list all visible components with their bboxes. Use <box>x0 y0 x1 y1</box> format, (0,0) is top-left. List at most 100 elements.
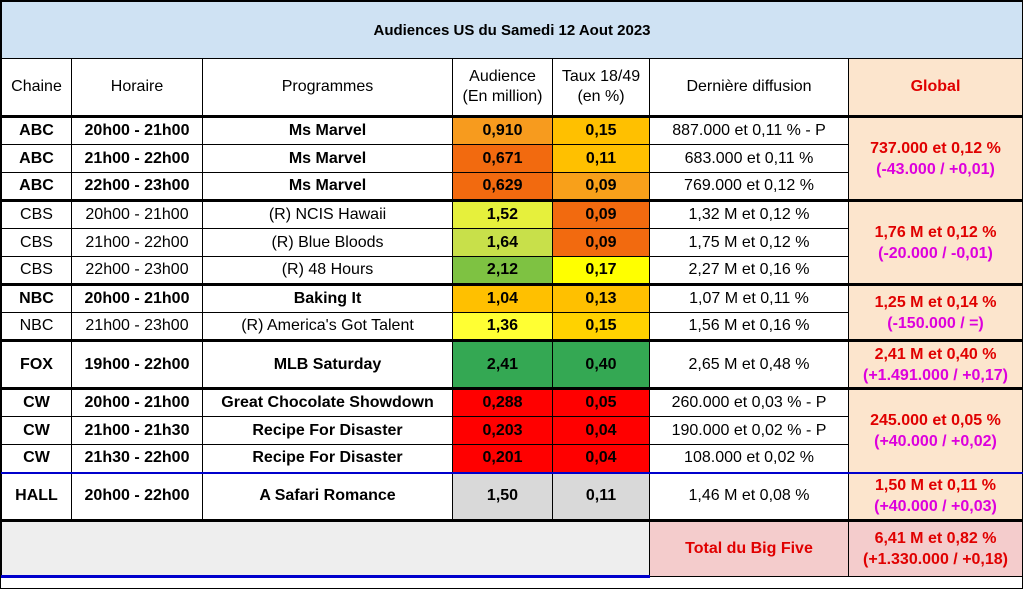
cell-audience: 0,203 <box>452 416 553 445</box>
total-value: 6,41 M et 0,82 % (+1.330.000 / +0,18) <box>848 519 1023 577</box>
cell-horaire: 22h00 - 23h00 <box>71 256 203 285</box>
cell-audience: 0,288 <box>452 387 553 417</box>
cell-programme: (R) America's Got Talent <box>202 312 453 341</box>
table-row: CW 21h30 - 22h00 Recipe For Disaster 0,201 0… <box>1 444 1023 473</box>
cell-audience: 2,41 <box>452 339 553 389</box>
cell-audience: 1,36 <box>452 312 553 341</box>
header-audience: Audience (En million) <box>452 58 553 117</box>
cell-chaine: CW <box>1 387 72 417</box>
cell-derniere-diffusion: 1,46 M et 0,08 % <box>649 471 849 521</box>
global-diff: (-20.000 / -0,01) <box>878 244 993 262</box>
table-row: FOX 19h00 - 22h00 MLB Saturday 2,41 0,40 2,65… <box>1 339 1023 389</box>
cell-derniere-diffusion: 683.000 et 0,11 % <box>649 144 849 173</box>
cell-horaire: 21h00 - 21h30 <box>71 416 203 445</box>
table-title: Audiences US du Samedi 12 Aout 2023 <box>1 1 1023 59</box>
cell-derniere-diffusion: 1,75 M et 0,12 % <box>649 228 849 257</box>
cell-audience: 1,52 <box>452 199 553 229</box>
cell-horaire: 21h00 - 22h00 <box>71 228 203 257</box>
cell-global-nbc: 1,25 M et 0,14 % (-150.000 / =) <box>848 283 1023 341</box>
cell-taux: 0,04 <box>552 444 650 473</box>
cell-programme: Recipe For Disaster <box>202 416 453 445</box>
cell-taux: 0,40 <box>552 339 650 389</box>
cell-chaine: FOX <box>1 339 72 389</box>
header-programmes: Programmes <box>202 58 453 117</box>
cell-taux: 0,04 <box>552 416 650 445</box>
cell-derniere-diffusion: 2,27 M et 0,16 % <box>649 256 849 285</box>
cell-chaine: ABC <box>1 144 72 173</box>
cell-programme: (R) NCIS Hawaii <box>202 199 453 229</box>
cell-derniere-diffusion: 887.000 et 0,11 % - P <box>649 115 849 145</box>
audience-table: Audiences US du Samedi 12 Aout 2023 Chai… <box>1 1 1023 578</box>
cell-programme: Great Chocolate Showdown <box>202 387 453 417</box>
table-row: CBS 20h00 - 21h00 (R) NCIS Hawaii 1,52 0,09 1… <box>1 199 1023 285</box>
cell-audience: 2,12 <box>452 256 553 285</box>
cell-derniere-diffusion: 108.000 et 0,02 % <box>649 444 849 473</box>
cell-horaire: 20h00 - 22h00 <box>71 471 203 521</box>
total-spacer <box>1 519 650 578</box>
cell-chaine: CBS <box>1 228 72 257</box>
cell-derniere-diffusion: 260.000 et 0,03 % - P <box>649 387 849 417</box>
table-row: NBC 20h00 - 21h00 Baking It 1,04 0,13 1,07 M … <box>1 283 1023 341</box>
cell-horaire: 22h00 - 23h00 <box>71 172 203 201</box>
total-main: 6,41 M et 0,82 % <box>874 530 997 547</box>
cell-derniere-diffusion: 190.000 et 0,02 % - P <box>649 416 849 445</box>
global-diff: (+40.000 / +0,03) <box>874 498 997 516</box>
cell-horaire: 19h00 - 22h00 <box>71 339 203 389</box>
cell-derniere-diffusion: 769.000 et 0,12 % <box>649 172 849 201</box>
header-taux: Taux 18/49 (en %) <box>552 58 650 117</box>
cell-taux: 0,05 <box>552 387 650 417</box>
global-diff: (+1.491.000 / +0,17) <box>863 366 1008 384</box>
table-row: ABC 22h00 - 23h00 Ms Marvel 0,629 0,09 769.00… <box>1 172 1023 201</box>
cell-audience: 1,50 <box>452 471 553 521</box>
header-chaine: Chaine <box>1 58 72 117</box>
cell-derniere-diffusion: 1,07 M et 0,11 % <box>649 283 849 313</box>
cell-global-cbs: 1,76 M et 0,12 % (-20.000 / -0,01) <box>848 199 1023 285</box>
table-row: CBS 22h00 - 23h00 (R) 48 Hours 2,12 0,17 2,27… <box>1 256 1023 285</box>
cell-taux: 0,15 <box>552 115 650 145</box>
cell-audience: 1,04 <box>452 283 553 313</box>
cell-global-cw: 245.000 et 0,05 % (+40.000 / +0,02) <box>848 387 1023 473</box>
cell-taux: 0,15 <box>552 312 650 341</box>
cell-chaine: CBS <box>1 256 72 285</box>
global-main: 737.000 et 0,12 % <box>870 139 1001 157</box>
global-diff: (-150.000 / =) <box>887 314 984 332</box>
cell-horaire: 21h30 - 22h00 <box>71 444 203 473</box>
cell-programme: A Safari Romance <box>202 471 453 521</box>
cell-global-hall: 1,50 M et 0,11 % (+40.000 / +0,03) <box>848 471 1023 521</box>
global-main: 1,50 M et 0,11 % <box>875 477 996 495</box>
cell-taux: 0,09 <box>552 172 650 201</box>
cell-programme: Baking It <box>202 283 453 313</box>
cell-taux: 0,13 <box>552 283 650 313</box>
table-row: ABC 20h00 - 21h00 Ms Marvel 0,910 0,15 887.00… <box>1 115 1023 201</box>
cell-chaine: ABC <box>1 115 72 145</box>
cell-global-fox: 2,41 M et 0,40 % (+1.491.000 / +0,17) <box>848 339 1023 389</box>
cell-chaine: HALL <box>1 471 72 521</box>
total-label: Total du Big Five <box>649 519 849 577</box>
cell-audience: 0,629 <box>452 172 553 201</box>
cell-chaine: CBS <box>1 199 72 229</box>
table-row: CW 21h00 - 21h30 Recipe For Disaster 0,203 0… <box>1 416 1023 445</box>
table-row: ABC 21h00 - 22h00 Ms Marvel 0,671 0,11 683.00… <box>1 144 1023 173</box>
global-main: 1,25 M et 0,14 % <box>874 293 997 311</box>
global-main: 1,76 M et 0,12 % <box>874 223 997 241</box>
total-diff: (+1.330.000 / +0,18) <box>863 551 1008 568</box>
cell-programme: Ms Marvel <box>202 115 453 145</box>
cell-chaine: ABC <box>1 172 72 201</box>
header-horaire: Horaire <box>71 58 203 117</box>
global-main: 2,41 M et 0,40 % <box>874 345 997 363</box>
cell-audience: 0,201 <box>452 444 553 473</box>
cell-taux: 0,09 <box>552 228 650 257</box>
total-row: Total du Big Five 6,41 M et 0,82 % (+1.330… <box>1 519 1023 578</box>
global-diff: (-43.000 / +0,01) <box>876 160 995 178</box>
cell-global-abc: 737.000 et 0,12 % (-43.000 / +0,01) <box>848 115 1023 201</box>
cell-chaine: NBC <box>1 283 72 313</box>
cell-programme: Recipe For Disaster <box>202 444 453 473</box>
cell-chaine: CW <box>1 444 72 473</box>
cell-taux: 0,11 <box>552 471 650 521</box>
cell-chaine: CW <box>1 416 72 445</box>
table-row: HALL 20h00 - 22h00 A Safari Romance 1,50 0,1… <box>1 471 1023 521</box>
cell-chaine: NBC <box>1 312 72 341</box>
cell-taux: 0,09 <box>552 199 650 229</box>
global-main: 245.000 et 0,05 % <box>870 411 1001 429</box>
